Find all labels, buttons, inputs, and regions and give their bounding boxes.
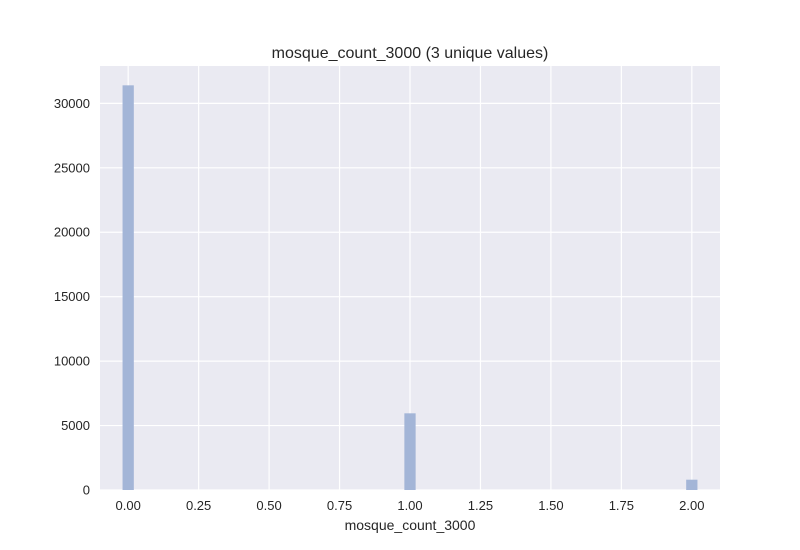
histogram-bar [122, 85, 134, 491]
x-tick-label: 1.25 [468, 498, 493, 513]
x-tick-label: 0.00 [116, 498, 141, 513]
x-tick-label: 2.00 [679, 498, 704, 513]
bars [122, 85, 698, 491]
y-tick-label: 20000 [54, 225, 90, 240]
y-tick-label: 0 [83, 483, 90, 498]
y-axis-ticks: 0 5000 10000 15000 20000 25000 30000 [54, 96, 90, 498]
y-tick-label: 30000 [54, 96, 90, 111]
x-tick-label: 1.50 [538, 498, 563, 513]
histogram-bar [686, 479, 698, 490]
x-tick-label: 1.00 [397, 498, 422, 513]
x-tick-label: 0.50 [256, 498, 281, 513]
x-tick-label: 0.75 [327, 498, 352, 513]
y-tick-label: 10000 [54, 354, 90, 369]
chart-title: mosque_count_3000 (3 unique values) [272, 45, 549, 62]
y-tick-label: 25000 [54, 160, 90, 175]
y-tick-label: 5000 [61, 418, 90, 433]
histogram-bar [404, 413, 416, 490]
x-axis-label: mosque_count_3000 [345, 517, 476, 533]
x-axis-ticks: 0.00 0.25 0.50 0.75 1.00 1.25 1.50 1.75 2.00 [116, 498, 705, 513]
x-tick-label: 0.25 [186, 498, 211, 513]
x-tick-label: 1.75 [609, 498, 634, 513]
y-tick-label: 15000 [54, 289, 90, 304]
